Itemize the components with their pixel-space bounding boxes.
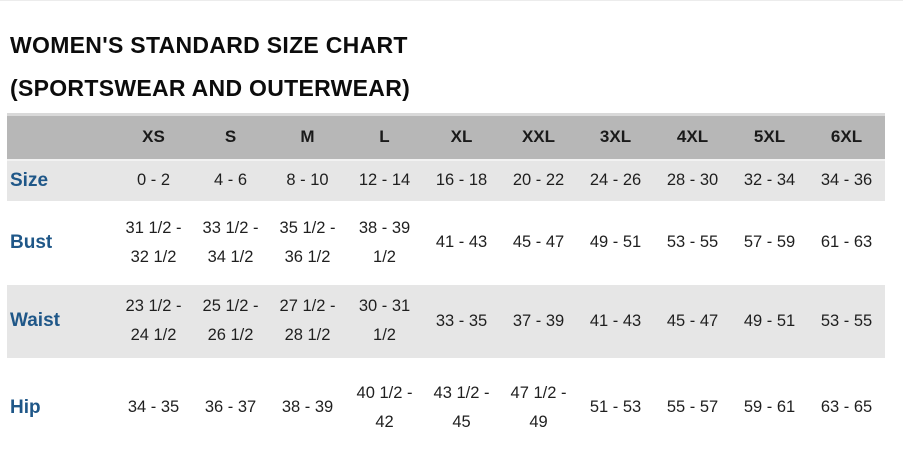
hip-cell-5xl: 59 - 61 [743, 398, 796, 416]
bust-cell-s: 33 1/2 - 34 1/2 [202, 218, 259, 266]
table-row-hip: Hip 34 - 35 36 - 37 38 - 39 40 1/2 - 42 … [7, 358, 885, 458]
size-cell-xxl: 20 - 22 [500, 159, 577, 201]
row-label-bust: Bust [10, 231, 53, 253]
header-cell-xxl: XXL [500, 113, 577, 161]
size-cell-6xl: 34 - 36 [808, 159, 885, 201]
waist-cell-5xl: 49 - 51 [731, 284, 808, 358]
bust-cell-xxl: 45 - 47 [512, 233, 565, 251]
hip-cell-xxl: 47 1/2 - 49 [510, 383, 567, 431]
header-cell-empty [7, 113, 115, 161]
table-row-size: Size 0 - 2 4 - 6 8 - 10 12 - 14 16 - 18 … [7, 159, 885, 201]
bust-cell-6xl: 61 - 63 [820, 233, 873, 251]
size-cell-s: 4 - 6 [192, 159, 269, 201]
page-title-line1: WOMEN'S STANDARD SIZE CHART [10, 32, 408, 58]
size-cell-5xl: 32 - 34 [731, 159, 808, 201]
table-row-bust: Bust 31 1/2 - 32 1/2 33 1/2 - 34 1/2 35 … [7, 201, 885, 285]
hip-cell-4xl: 55 - 57 [666, 398, 719, 416]
table-row-waist: Waist 23 1/2 - 24 1/2 25 1/2 - 26 1/2 27… [7, 284, 885, 358]
size-cell-4xl: 28 - 30 [654, 159, 731, 201]
waist-cell-xl: 33 - 35 [423, 284, 500, 358]
row-label-hip: Hip [10, 396, 41, 418]
bust-cell-xl: 41 - 43 [435, 233, 488, 251]
waist-cell-xs: 23 1/2 - 24 1/2 [115, 284, 192, 358]
size-chart-header-row: XS S M L XL XXL 3XL 4XL 5XL 6XL [7, 113, 885, 161]
row-label-size: Size [7, 159, 115, 201]
bust-cell-xs: 31 1/2 - 32 1/2 [125, 218, 182, 266]
hip-cell-xl: 43 1/2 - 45 [433, 383, 490, 431]
header-cell-m: M [269, 113, 346, 161]
page-title: WOMEN'S STANDARD SIZE CHART (SPORTSWEAR … [10, 24, 903, 110]
hip-cell-l: 40 1/2 - 42 [356, 383, 413, 431]
size-cell-m: 8 - 10 [269, 159, 346, 201]
row-label-waist: Waist [7, 284, 115, 358]
hip-cell-s: 36 - 37 [204, 398, 257, 416]
waist-cell-l: 30 - 31 1/2 [346, 284, 423, 358]
size-chart-table: XS S M L XL XXL 3XL 4XL 5XL 6XL Size 0 -… [7, 113, 885, 458]
size-cell-xs: 0 - 2 [115, 159, 192, 201]
bust-cell-5xl: 57 - 59 [743, 233, 796, 251]
waist-cell-xxl: 37 - 39 [500, 284, 577, 358]
page-title-line2: (SPORTSWEAR AND OUTERWEAR) [10, 75, 411, 101]
header-cell-l: L [346, 113, 423, 161]
size-cell-l: 12 - 14 [346, 159, 423, 201]
bust-cell-3xl: 49 - 51 [589, 233, 642, 251]
hip-cell-6xl: 63 - 65 [820, 398, 873, 416]
bust-cell-m: 35 1/2 - 36 1/2 [279, 218, 336, 266]
header-cell-4xl: 4XL [654, 113, 731, 161]
bust-cell-4xl: 53 - 55 [666, 233, 719, 251]
hip-cell-xs: 34 - 35 [127, 398, 180, 416]
header-cell-s: S [192, 113, 269, 161]
waist-cell-3xl: 41 - 43 [577, 284, 654, 358]
hip-cell-m: 38 - 39 [281, 398, 334, 416]
header-cell-xs: XS [115, 113, 192, 161]
size-cell-xl: 16 - 18 [423, 159, 500, 201]
header-cell-xl: XL [423, 113, 500, 161]
waist-cell-s: 25 1/2 - 26 1/2 [192, 284, 269, 358]
header-cell-6xl: 6XL [808, 113, 885, 161]
size-cell-3xl: 24 - 26 [577, 159, 654, 201]
header-cell-5xl: 5XL [731, 113, 808, 161]
waist-cell-m: 27 1/2 - 28 1/2 [269, 284, 346, 358]
hip-cell-3xl: 51 - 53 [589, 398, 642, 416]
header-cell-3xl: 3XL [577, 113, 654, 161]
bust-cell-l: 38 - 39 1/2 [358, 218, 411, 266]
waist-cell-4xl: 45 - 47 [654, 284, 731, 358]
waist-cell-6xl: 53 - 55 [808, 284, 885, 358]
